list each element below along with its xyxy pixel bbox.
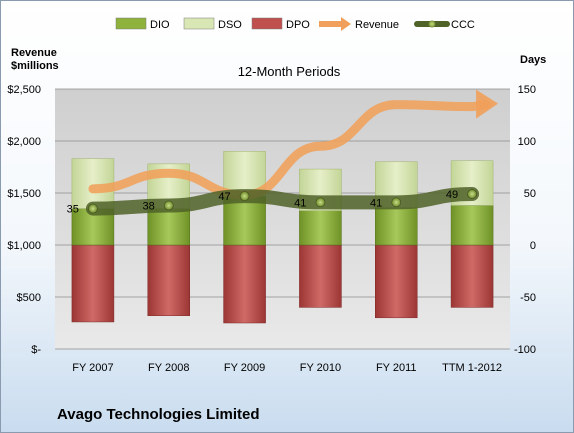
x-axis-ticks: FY 2007 FY 2008 FY 2009 FY 2010 FY 2011 TTM 1… — [72, 362, 502, 374]
bar-dio — [450, 205, 494, 246]
y-tick-right: 0 — [530, 240, 536, 252]
x-tick-label: TTM 1-2012 — [442, 362, 502, 374]
y-tick-left: $- — [31, 344, 41, 356]
ccc-data-label: 41 — [370, 197, 382, 209]
bar-dio — [375, 207, 418, 246]
ccc-data-label: 49 — [446, 189, 458, 201]
ccc-point — [391, 197, 402, 208]
legend-label: DSO — [218, 19, 242, 31]
ccc-data-label: 47 — [218, 191, 230, 203]
x-tick-label: FY 2007 — [72, 362, 113, 374]
ccc-data-label: 35 — [67, 204, 79, 216]
bar-dpo — [223, 244, 266, 324]
ccc-series: 35 38 47 41 41 49 — [67, 187, 480, 216]
y-tick-right: 100 — [518, 136, 536, 148]
revenue-arrowhead — [476, 89, 499, 119]
legend-swatch-revenue-head — [341, 17, 351, 31]
y-tick-right: -100 — [514, 344, 536, 356]
bar-dio — [147, 208, 190, 246]
y-axis-left-label: Revenue $millions — [11, 47, 59, 72]
y-axis-right-label: Days — [520, 54, 546, 66]
y-tick-right: 150 — [518, 84, 536, 96]
bar-dpo — [375, 244, 418, 319]
legend-swatch-dio — [115, 17, 147, 30]
legend-swatch-ccc-dot — [428, 20, 436, 28]
ccc-point — [315, 197, 326, 208]
legend-label: DPO — [286, 19, 310, 31]
ccc-point — [467, 189, 477, 199]
bar-dpo — [71, 244, 115, 323]
legend-label: Revenue — [355, 19, 399, 31]
x-tick-label: FY 2010 — [300, 362, 341, 374]
x-tick-label: FY 2008 — [148, 362, 189, 374]
legend: DIO DSO DPO Revenue CCC — [115, 17, 475, 31]
y-tick-left: $2,000 — [7, 136, 41, 148]
y-tick-right: -50 — [520, 292, 536, 304]
ccc-point — [239, 191, 250, 201]
y-tick-left: $1,000 — [7, 240, 41, 252]
revenue-line — [88, 100, 491, 200]
ccc-point — [88, 203, 98, 214]
legend-swatch-dpo — [251, 17, 283, 30]
y-axis-right-ticks: -100 -50 0 50 100 150 — [514, 84, 536, 356]
legend-label: CCC — [451, 19, 475, 31]
legend-swatch-dso — [183, 17, 215, 30]
y-tick-left: $1,500 — [7, 188, 41, 200]
y-tick-left: $500 — [17, 292, 41, 304]
x-tick-label: FY 2009 — [224, 362, 265, 374]
ccc-data-label: 41 — [294, 197, 306, 209]
ccc-data-label: 38 — [143, 200, 155, 212]
y-axis-left-ticks: $- $500 $1,000 $1,500 $2,000 $2,500 — [7, 84, 41, 356]
bar-dio — [223, 195, 266, 246]
y-tick-left: $2,500 — [7, 84, 41, 96]
company-name: Avago Technologies Limited — [57, 406, 260, 423]
plot-area — [55, 89, 510, 349]
bar-dpo — [147, 244, 190, 316]
chart-title: 12-Month Periods — [238, 64, 341, 79]
revenue-series — [88, 89, 499, 200]
ccc-point — [163, 200, 174, 211]
x-tick-label: FY 2011 — [376, 362, 417, 374]
bar-dio — [299, 210, 342, 246]
bar-dpo — [299, 244, 342, 308]
y-tick-right: 50 — [524, 188, 536, 200]
bar-dpo — [450, 244, 494, 308]
legend-label: DIO — [150, 19, 170, 31]
